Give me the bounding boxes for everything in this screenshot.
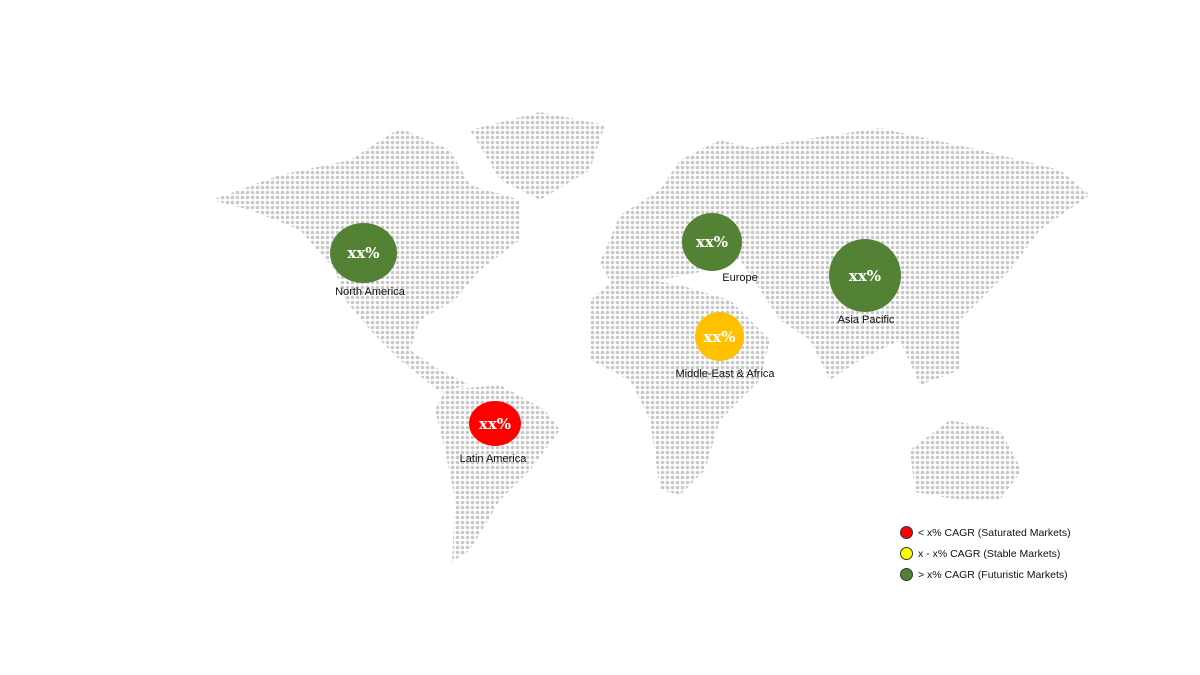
continent-asia [740, 128, 1090, 385]
bubble-europe: xx% [682, 213, 742, 271]
label-latin-america: Latin America [459, 453, 527, 465]
bubble-value: xx% [848, 266, 882, 285]
bubble-value: xx% [478, 414, 512, 433]
legend-label: x - x% CAGR (Stable Markets) [918, 547, 1061, 560]
legend-label: > x% CAGR (Futuristic Markets) [918, 568, 1068, 581]
bubble-latin-america: xx% [469, 401, 521, 446]
continent-australia [910, 420, 1022, 500]
bubble-value: xx% [695, 233, 729, 251]
continent-europe [600, 140, 760, 282]
yellow-circle-icon [900, 547, 913, 560]
green-circle-icon [900, 568, 913, 581]
legend: < x% CAGR (Saturated Markets) x - x% CAG… [900, 522, 1071, 585]
red-circle-icon [900, 526, 913, 539]
legend-item-saturated: < x% CAGR (Saturated Markets) [900, 522, 1071, 543]
label-middle-east-africa: Middle-East & Africa [675, 368, 775, 380]
label-europe: Europe [722, 272, 758, 284]
continent-south-america [435, 385, 560, 562]
legend-item-stable: x - x% CAGR (Stable Markets) [900, 543, 1071, 564]
legend-label: < x% CAGR (Saturated Markets) [918, 526, 1071, 539]
bubble-value: xx% [703, 327, 736, 346]
label-asia-pacific: Asia Pacific [837, 314, 895, 326]
bubble-middle-east-africa: xx% [695, 312, 744, 361]
continent-africa [590, 275, 770, 495]
continent-greenland [470, 112, 605, 200]
label-north-america: North America [335, 286, 405, 298]
legend-item-futuristic: > x% CAGR (Futuristic Markets) [900, 564, 1071, 585]
bubble-north-america: xx% [330, 223, 397, 283]
bubble-asia-pacific: xx% [829, 239, 901, 312]
bubble-value: xx% [347, 244, 380, 262]
